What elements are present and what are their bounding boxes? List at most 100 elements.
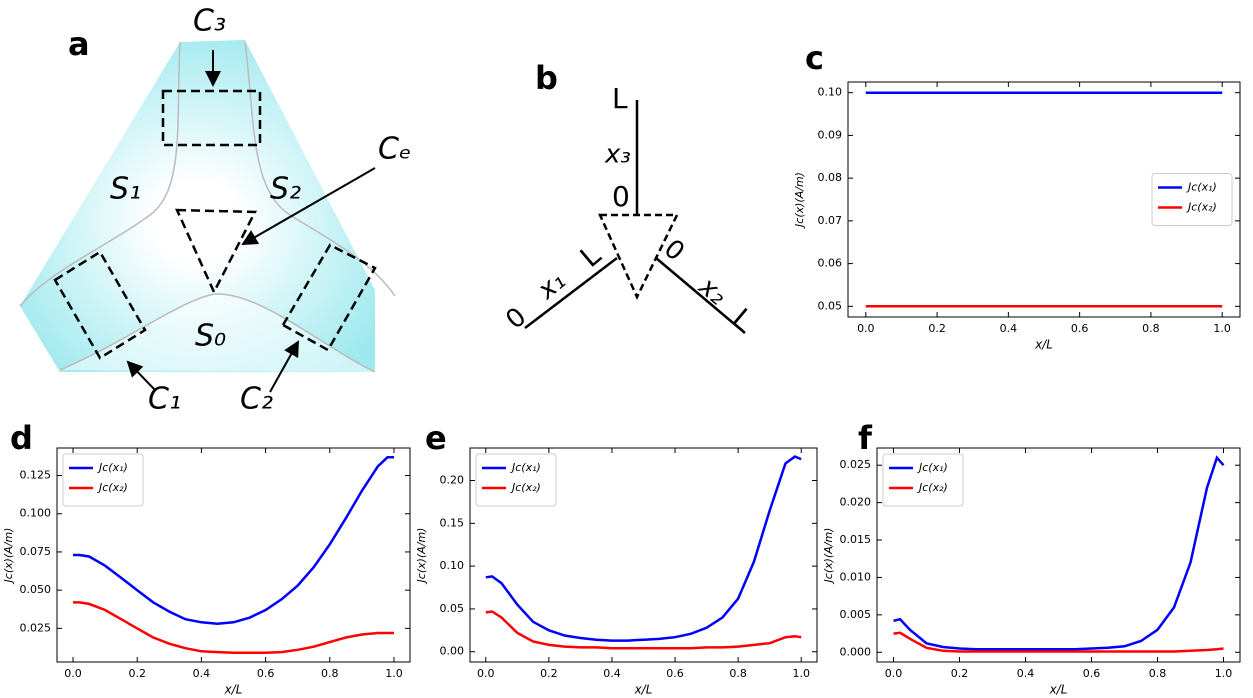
label: Cₑ xyxy=(378,132,411,167)
x-tick-label: 0.8 xyxy=(321,667,339,680)
label: 0 xyxy=(500,302,532,336)
contour xyxy=(175,208,258,295)
edge xyxy=(655,257,746,334)
y-tick-label: 0.10 xyxy=(440,559,465,572)
y-tick-label: 0.050 xyxy=(20,583,52,596)
line xyxy=(485,610,802,650)
contour xyxy=(598,213,680,300)
y-axis-label: Jc(x)(A/m) xyxy=(415,528,428,585)
x-tick-label: 0.0 xyxy=(477,667,495,680)
y-tick-label: 0.08 xyxy=(818,171,843,184)
line xyxy=(73,601,394,655)
plot-frame xyxy=(56,447,411,663)
y-tick-label: 0.000 xyxy=(840,645,872,658)
x-tick-label: 0.0 xyxy=(857,322,875,335)
x-tick-label: 0.4 xyxy=(603,667,621,680)
x-tick-label: 0.6 xyxy=(257,667,275,680)
legend-label: Jc(x₁) xyxy=(510,461,541,474)
label: L xyxy=(612,82,628,115)
panel-label: f xyxy=(858,419,873,457)
x-axis-label: x/L xyxy=(1034,338,1053,352)
line xyxy=(485,455,802,642)
y-axis-label: Jc(x)(A/m) xyxy=(793,172,806,229)
plot-frame xyxy=(469,447,818,663)
edge xyxy=(524,257,618,329)
arrow xyxy=(241,167,376,245)
y-tick-label: 0.10 xyxy=(818,86,843,99)
label: S₁ xyxy=(110,172,141,207)
y-tick-label: 0.05 xyxy=(440,602,465,615)
label: x₁ xyxy=(532,266,572,306)
y-tick-label: 0.025 xyxy=(840,458,872,471)
diagram-a: a C₃ Cₑ S₁ S₂ S₀ C₁ C₂ xyxy=(19,4,411,417)
label: C₂ xyxy=(240,382,273,417)
y-tick-label: 0.20 xyxy=(440,474,465,487)
y-tick-label: 0.00 xyxy=(440,645,465,658)
legend-label: Jc(x₂) xyxy=(1186,201,1217,214)
y-tick-label: 0.07 xyxy=(818,214,843,227)
plot-frame xyxy=(876,447,1241,663)
x-tick-label: 0.8 xyxy=(729,667,747,680)
y-tick-label: 0.005 xyxy=(840,608,872,621)
panel-label: d xyxy=(10,419,33,457)
x-tick-label: 0.2 xyxy=(540,667,558,680)
legend-label: Jc(x₂) xyxy=(917,481,948,494)
label: C₃ xyxy=(193,4,226,39)
contour xyxy=(281,243,377,352)
x-tick-label: 1.0 xyxy=(1215,667,1233,680)
y-tick-label: 0.010 xyxy=(840,570,872,583)
boundary xyxy=(19,41,181,307)
legend-label: Jc(x₁) xyxy=(97,461,128,474)
x-tick-label: 0.6 xyxy=(666,667,684,680)
x-tick-label: 1.0 xyxy=(385,667,403,680)
x-tick-label: 1.0 xyxy=(1213,322,1231,335)
x-tick-label: 0.2 xyxy=(951,667,969,680)
legend-label: Jc(x₂) xyxy=(510,481,541,494)
x-tick-label: 0.8 xyxy=(1142,322,1160,335)
panel-label: a xyxy=(68,25,90,63)
x-tick-label: 0.0 xyxy=(885,667,903,680)
diagram-b: b L x₃ 0 0 x₁ L 0 x₂ L xyxy=(500,59,759,337)
panel-label: c xyxy=(805,39,824,77)
plot-frame xyxy=(847,81,1241,318)
line xyxy=(893,631,1224,653)
label: x₂ xyxy=(692,271,732,311)
y-tick-label: 0.100 xyxy=(20,507,52,520)
label: C₁ xyxy=(148,382,181,417)
y-axis-label: Jc(x)(A/m) xyxy=(2,528,15,585)
arrow xyxy=(269,340,299,393)
x-tick-label: 0.6 xyxy=(1083,667,1101,680)
x-tick-label: 1.0 xyxy=(792,667,810,680)
y-tick-label: 0.15 xyxy=(440,516,465,529)
legend-label: Jc(x₁) xyxy=(917,461,948,474)
y-tick-label: 0.125 xyxy=(20,469,52,482)
x-tick-label: 0.2 xyxy=(928,322,946,335)
y-tick-label: 0.05 xyxy=(818,299,843,312)
x-axis-label: x/L xyxy=(1049,683,1068,697)
legend-label: Jc(x₂) xyxy=(97,481,128,494)
panel-label: e xyxy=(425,419,447,457)
x-tick-label: 0.4 xyxy=(1017,667,1035,680)
line xyxy=(73,455,394,626)
x-tick-label: 0.0 xyxy=(64,667,82,680)
x-tick-label: 0.6 xyxy=(1071,322,1089,335)
y-tick-label: 0.020 xyxy=(840,496,872,509)
label: S₀ xyxy=(195,319,226,354)
line xyxy=(893,455,1225,651)
arrow xyxy=(126,360,156,391)
region xyxy=(20,40,375,372)
legend-label: Jc(x₁) xyxy=(1186,181,1217,194)
y-tick-label: 0.025 xyxy=(20,621,52,634)
label: x₃ xyxy=(604,140,631,170)
y-tick-label: 0.06 xyxy=(818,257,843,270)
y-axis-label: Jc(x)(A/m) xyxy=(822,528,835,585)
label: 0 xyxy=(612,180,630,213)
x-tick-label: 0.4 xyxy=(1000,322,1018,335)
x-tick-label: 0.4 xyxy=(193,667,211,680)
x-axis-label: x/L xyxy=(634,683,653,697)
y-tick-label: 0.09 xyxy=(818,128,843,141)
x-axis-label: x/L xyxy=(224,683,243,697)
label: S₂ xyxy=(270,172,301,207)
y-tick-label: 0.075 xyxy=(20,545,52,558)
